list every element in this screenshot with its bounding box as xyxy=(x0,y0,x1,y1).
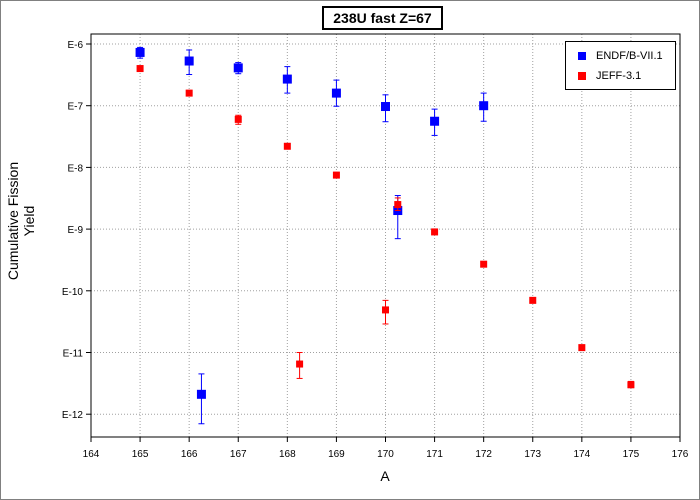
data-point xyxy=(184,56,194,66)
legend-label-endf: ENDF/B-VII.1 xyxy=(596,50,663,62)
data-point xyxy=(283,142,291,150)
data-point xyxy=(282,74,292,84)
data-point xyxy=(234,115,242,123)
legend-swatch-endf xyxy=(578,52,586,60)
error-bar xyxy=(198,373,205,425)
data-point xyxy=(332,171,340,179)
x-tick-label: 171 xyxy=(426,449,443,460)
data-point xyxy=(394,201,402,209)
legend-entry-jeff: JEFF-3.1 xyxy=(578,69,641,83)
data-point xyxy=(381,102,390,112)
legend: ENDF/B-VII.1 JEFF-3.1 xyxy=(565,41,676,90)
x-axis-label: A xyxy=(380,468,390,484)
x-tick-label: 164 xyxy=(83,449,100,460)
data-point xyxy=(233,63,243,73)
data-point xyxy=(479,101,489,111)
legend-entry-endf: ENDF/B-VII.1 xyxy=(578,49,663,63)
data-point xyxy=(382,306,389,314)
x-tick-label: 174 xyxy=(573,449,590,460)
x-tick-label: 165 xyxy=(132,449,149,460)
x-tick-label: 170 xyxy=(377,449,394,460)
x-tick-label: 173 xyxy=(524,449,541,460)
chart-title: 238U fast Z=67 xyxy=(322,6,443,30)
y-tick-label: E-11 xyxy=(63,349,84,360)
x-tick-label: 176 xyxy=(672,449,689,460)
x-tick-label: 169 xyxy=(328,449,345,460)
data-point xyxy=(480,260,488,268)
axis-layer: 164 165 166 167 168 169 170 171 172 173 174 175 176 E… xyxy=(62,33,689,460)
data-point xyxy=(136,65,144,73)
data-point xyxy=(185,89,193,97)
data-point xyxy=(296,360,304,368)
y-tick-label: E-7 xyxy=(67,102,83,113)
data-point xyxy=(135,47,145,57)
x-tick-label: 172 xyxy=(475,449,492,460)
data-layer xyxy=(135,46,635,425)
y-axis-label: Cumulative Fission Yield xyxy=(5,161,37,281)
x-tick-label: 175 xyxy=(623,449,640,460)
x-tick-label: 167 xyxy=(230,449,247,460)
legend-swatch-jeff xyxy=(578,72,586,80)
data-point xyxy=(529,296,537,304)
data-point xyxy=(431,228,439,236)
x-tick-label: 166 xyxy=(181,449,198,460)
legend-label-jeff: JEFF-3.1 xyxy=(596,70,642,82)
y-tick-label: E-10 xyxy=(62,287,84,298)
y-tick-label: E-12 xyxy=(62,410,84,421)
data-point xyxy=(331,88,341,98)
data-point xyxy=(578,344,586,352)
series-jeff xyxy=(136,65,635,389)
x-tick-label: 168 xyxy=(279,449,296,460)
y-tick-label: E-9 xyxy=(67,225,83,236)
y-tick-label: E-8 xyxy=(67,163,83,174)
data-point xyxy=(627,381,635,389)
y-tick-label: E-6 xyxy=(67,40,83,51)
plot-border xyxy=(90,33,681,438)
data-point xyxy=(196,389,206,399)
data-point xyxy=(430,116,440,126)
